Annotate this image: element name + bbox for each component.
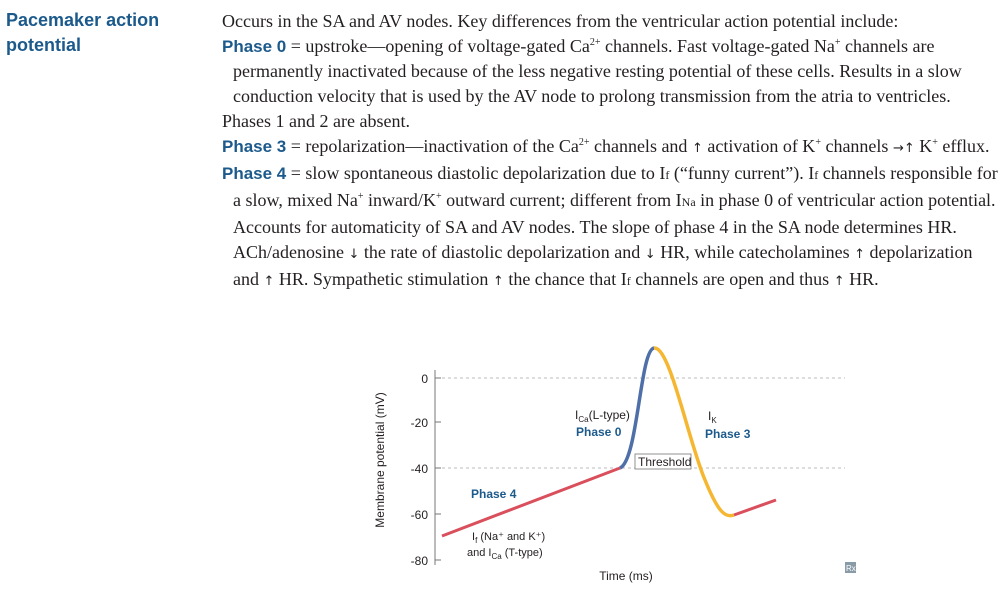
intro-text: Occurs in the SA and AV nodes. Key diffe… [222, 11, 899, 31]
phase3-label: Phase 3 [222, 137, 287, 156]
phase4-figure-label: Phase 4 [471, 487, 517, 501]
rx-badge-icon: Rx [846, 564, 856, 573]
y-tick-m20: -20 [411, 416, 429, 430]
phase0-paragraph: Phase 0 = upstroke—opening of voltage-ga… [222, 36, 962, 106]
ica-ttype-label: and ICa (T-type) [467, 547, 543, 561]
right-up-arrow-icon: →↑ [892, 141, 915, 156]
content-body: Occurs in the SA and AV nodes. Key diffe… [222, 9, 1002, 294]
up-arrow-icon: ↑ [263, 274, 275, 289]
if-label: If (Na⁺ and K⁺) [472, 531, 545, 545]
y-tick-m60: -60 [411, 508, 429, 522]
y-tick-m80: -80 [411, 554, 429, 568]
y-ticks [435, 377, 441, 561]
y-tick-0: 0 [421, 372, 428, 386]
phase4-label: Phase 4 [222, 164, 287, 183]
phase3-curve [653, 346, 735, 518]
y-axis-label: Membrane potential (mV) [373, 392, 387, 527]
x-axis-label: Time (ms) [599, 569, 653, 583]
rx-badge [845, 562, 856, 573]
phase12-text: Phases 1 and 2 are absent. [222, 111, 410, 131]
phase0-curve [618, 346, 656, 470]
down-arrow-icon: ↓ [644, 247, 656, 262]
threshold-box [634, 453, 692, 470]
ica-ltype-label: ICa(L-type) [575, 408, 630, 424]
phase3-paragraph: Phase 3 = repolarization—inactivation of… [222, 136, 990, 156]
phase4-curve [441, 466, 621, 538]
pacemaker-ap-figure: Membrane potential (mV) 0 -20 -40 -60 -8… [373, 346, 856, 583]
phase0-label: Phase 0 [222, 37, 287, 56]
phase0-figure-label: Phase 0 [576, 425, 622, 439]
up-arrow-icon: ↑ [492, 274, 504, 289]
down-arrow-icon: ↓ [348, 247, 360, 262]
phase4-curve-2 [733, 498, 777, 517]
phase4-paragraph: Phase 4 = slow spontaneous diastolic dep… [222, 163, 998, 289]
section-title: Pacemaker action potential [6, 10, 160, 55]
ik-label: IK [708, 409, 717, 425]
threshold-label: Threshold [638, 455, 691, 469]
phase3-figure-label: Phase 3 [705, 427, 751, 441]
y-tick-m40: -40 [411, 462, 429, 476]
up-arrow-icon: ↑ [854, 247, 866, 262]
up-arrow-icon: ↑ [691, 141, 703, 156]
up-arrow-icon: ↑ [833, 274, 845, 289]
